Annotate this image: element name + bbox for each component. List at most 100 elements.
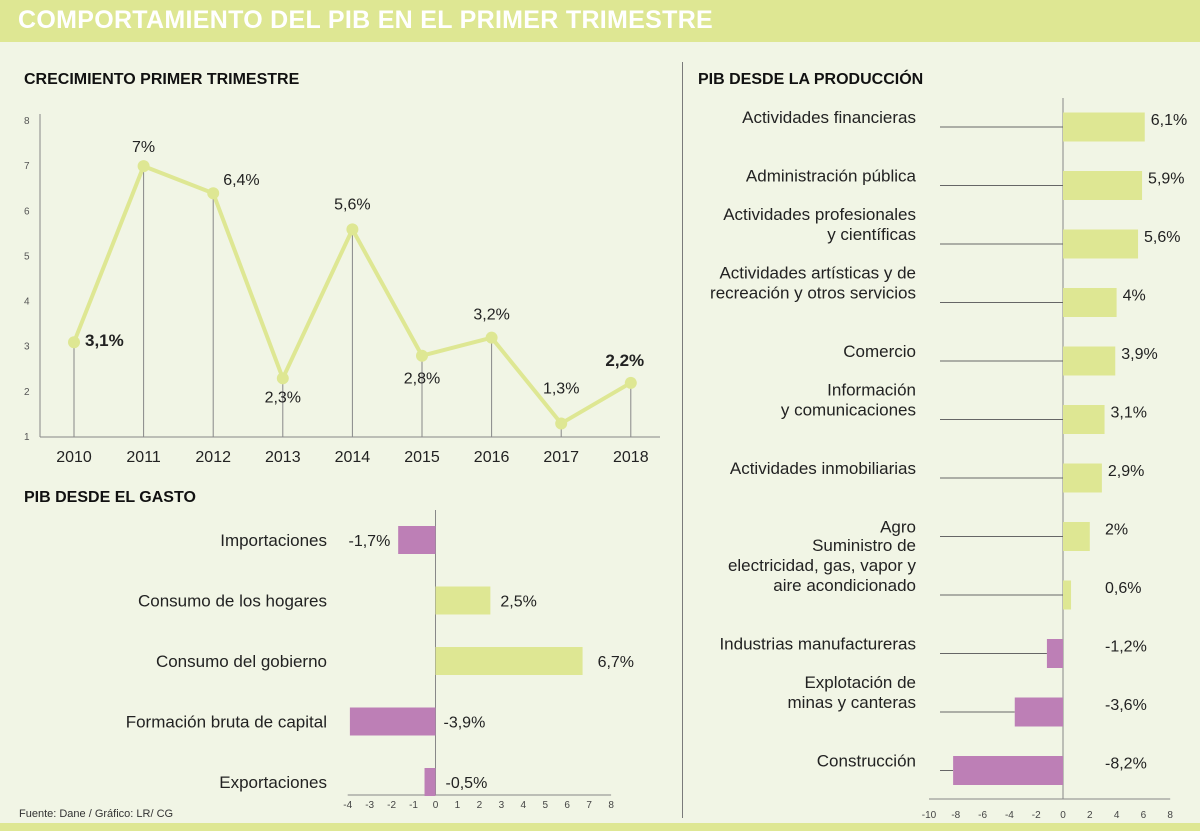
production-category-label: minas y canteras: [788, 693, 917, 712]
growth-x-tick-label: 2017: [543, 449, 579, 466]
production-category-label: Comercio: [843, 342, 916, 361]
production-category-label: Explotación de: [804, 673, 916, 692]
production-bar: [1063, 229, 1139, 259]
production-value-label: 3,9%: [1121, 346, 1157, 363]
spending-x-tick-label: -3: [365, 800, 374, 811]
growth-y-tick-label: 2: [24, 387, 30, 398]
production-x-tick-label: -10: [922, 810, 937, 821]
footer-bar: [0, 823, 1200, 831]
production-x-tick-label: -6: [978, 810, 987, 821]
production-value-label: 6,1%: [1151, 112, 1187, 129]
production-category-label: Agro: [880, 518, 916, 537]
production-value-label: -3,6%: [1105, 697, 1147, 714]
growth-x-tick-label: 2016: [474, 449, 510, 466]
production-bar: [1063, 405, 1105, 434]
spending-x-tick-label: 8: [608, 800, 614, 811]
production-value-label: 5,6%: [1144, 229, 1180, 246]
production-x-tick-label: -8: [951, 810, 960, 821]
spending-x-tick-label: 2: [477, 800, 483, 811]
production-bar: [1063, 463, 1102, 493]
growth-y-tick-label: 8: [24, 116, 30, 127]
production-value-label: -1,2%: [1105, 639, 1147, 656]
production-bar: [1063, 580, 1072, 610]
growth-data-point: [416, 349, 428, 362]
production-category-label: Industrias manufactureras: [719, 635, 916, 654]
production-category-label: Información: [827, 381, 916, 400]
production-bar: [1063, 288, 1117, 317]
spending-category-label: Exportaciones: [219, 773, 327, 792]
spending-bar: [398, 526, 436, 554]
spending-category-label: Formación bruta de capital: [126, 713, 327, 732]
spending-x-tick-label: -2: [387, 800, 396, 811]
growth-x-tick-label: 2011: [126, 449, 161, 466]
production-x-tick-label: -2: [1032, 810, 1041, 821]
production-value-label: 3,1%: [1111, 405, 1147, 422]
production-value-label: 2,9%: [1108, 463, 1144, 480]
production-category-label: y científicas: [827, 225, 916, 244]
growth-x-tick-label: 2018: [613, 449, 649, 466]
spending-bar: [435, 586, 491, 615]
growth-data-label: 5,6%: [334, 196, 370, 213]
growth-y-tick-label: 1: [24, 432, 30, 443]
spending-bar: [435, 647, 583, 675]
growth-data-label: 3,1%: [85, 331, 124, 350]
growth-data-label: 7%: [132, 139, 155, 156]
growth-y-tick-label: 4: [24, 297, 30, 308]
production-bar: [1014, 697, 1063, 727]
production-x-tick-label: 0: [1060, 810, 1066, 821]
spending-category-label: Importaciones: [220, 531, 327, 550]
spending-x-tick-label: 3: [499, 800, 505, 811]
growth-data-label: 2,8%: [404, 371, 440, 388]
production-bar: [1063, 346, 1116, 376]
growth-data-label: 6,4%: [223, 172, 259, 189]
production-category-label: Suministro de: [812, 536, 916, 555]
spending-x-tick-label: -1: [409, 800, 418, 811]
growth-data-label: 1,3%: [543, 380, 579, 397]
growth-chart-title: CRECIMIENTO PRIMER TRIMESTRE: [24, 71, 300, 88]
growth-data-point: [68, 336, 80, 349]
growth-y-tick-label: 5: [24, 251, 30, 262]
growth-data-point: [485, 331, 498, 344]
production-category-label: Construcción: [817, 752, 916, 771]
production-x-tick-label: 6: [1141, 810, 1147, 821]
page-title: COMPORTAMIENTO DEL PIB EN EL PRIMER TRIM…: [18, 6, 714, 34]
growth-data-point: [276, 372, 289, 385]
spending-category-label: Consumo de los hogares: [138, 592, 327, 611]
header-bar: COMPORTAMIENTO DEL PIB EN EL PRIMER TRIM…: [0, 0, 1200, 42]
production-bar: [1063, 171, 1143, 200]
spending-value-label: -0,5%: [446, 775, 488, 792]
production-category-label: recreación y otros servicios: [710, 284, 916, 303]
growth-data-point: [137, 160, 150, 173]
growth-x-tick-label: 2010: [56, 449, 92, 466]
production-chart-title: PIB DESDE LA PRODUCCIÓN: [698, 71, 924, 88]
production-x-tick-label: -4: [1005, 810, 1014, 821]
production-category-label: Actividades inmobiliarias: [730, 459, 916, 478]
growth-x-tick-label: 2012: [195, 449, 231, 466]
spending-category-label: Consumo del gobierno: [156, 652, 327, 671]
production-category-label: y comunicaciones: [781, 401, 916, 420]
production-value-label: -8,2%: [1105, 756, 1147, 773]
spending-value-label: 2,5%: [500, 594, 536, 611]
growth-x-tick-label: 2013: [265, 449, 301, 466]
growth-data-point: [555, 417, 568, 430]
production-bar: [1063, 112, 1145, 142]
production-category-label: electricidad, gas, vapor y: [728, 556, 917, 575]
production-x-tick-label: 4: [1114, 810, 1120, 821]
production-category-label: Actividades profesionales: [723, 205, 916, 224]
spending-x-tick-label: 4: [521, 800, 527, 811]
production-bar: [1046, 639, 1063, 668]
production-category-label: Administración pública: [746, 167, 917, 186]
spending-bar: [424, 768, 436, 796]
growth-data-point: [624, 376, 637, 389]
spending-x-tick-label: 7: [586, 800, 592, 811]
production-category-label: Actividades financieras: [742, 108, 916, 127]
production-bar: [1063, 522, 1090, 551]
growth-data-label: 3,2%: [473, 307, 509, 324]
growth-x-tick-label: 2015: [404, 449, 440, 466]
growth-x-tick-label: 2014: [335, 449, 371, 466]
spending-x-tick-label: 6: [564, 800, 570, 811]
growth-data-point: [207, 187, 220, 200]
production-value-label: 2%: [1105, 522, 1128, 539]
spending-x-tick-label: 1: [455, 800, 461, 811]
